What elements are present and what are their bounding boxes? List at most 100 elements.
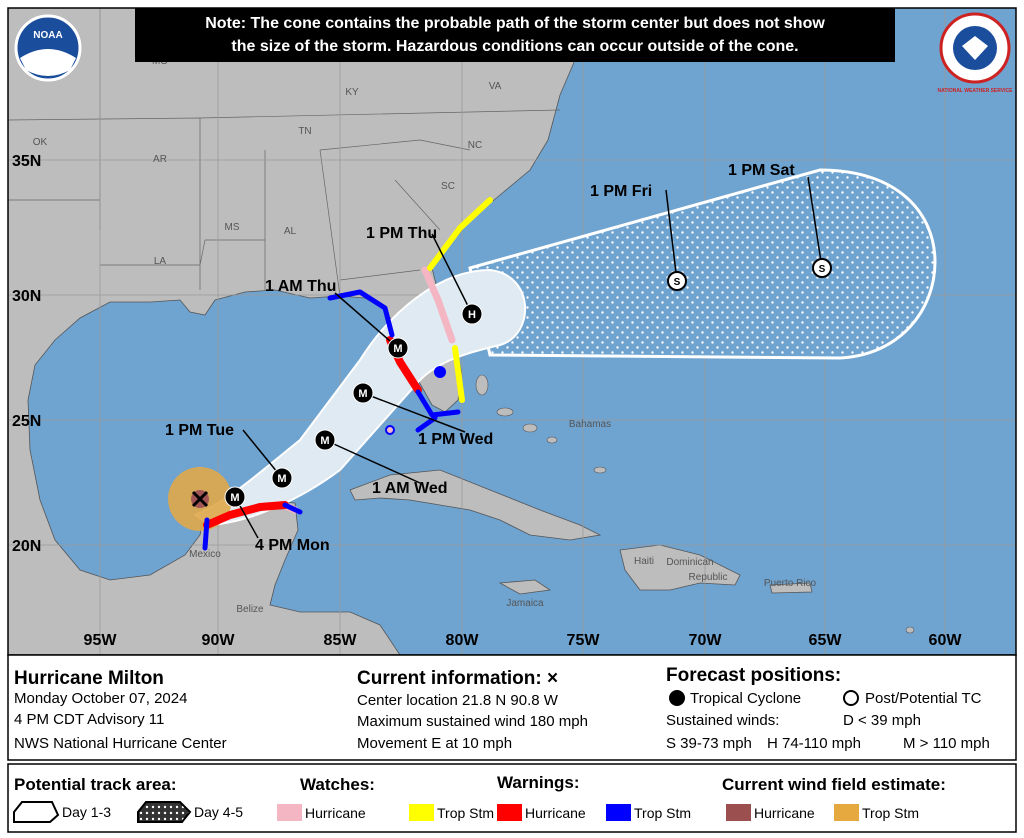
lake-okeechobee-warning xyxy=(434,366,446,378)
track-time: 1 PM Wed xyxy=(418,431,493,448)
legend-item: Trop Stm xyxy=(437,805,494,821)
note-line: the size of the storm. Hazardous conditi… xyxy=(231,38,798,55)
island xyxy=(546,436,558,444)
leader-line xyxy=(665,189,678,282)
region-label: SC xyxy=(441,181,455,192)
bahamas xyxy=(475,374,915,634)
legend-item: Hurricane xyxy=(305,805,366,821)
storm-source: NWS National Hurricane Center xyxy=(14,735,227,752)
mainland xyxy=(8,8,576,655)
jamaica xyxy=(498,579,552,595)
region-label: LA xyxy=(154,256,167,267)
track-marker: S xyxy=(819,264,826,275)
island xyxy=(905,626,915,634)
hispaniola xyxy=(619,544,741,591)
track-point xyxy=(352,382,374,404)
note-line: Note: The cone contains the probable pat… xyxy=(205,15,825,32)
track-time: 1 PM Fri xyxy=(590,183,652,200)
forecast-s: S 39-73 mph xyxy=(666,735,752,752)
current-title: Current information: × xyxy=(357,668,558,689)
region-label: TN xyxy=(298,126,311,137)
track-point xyxy=(667,271,687,291)
storm-date: Monday October 07, 2024 xyxy=(14,690,187,707)
legend-heading: Current wind field estimate: xyxy=(722,775,946,794)
region-label: Belize xyxy=(236,604,264,615)
lon-label: 70W xyxy=(689,632,723,649)
lon-label: 90W xyxy=(202,632,236,649)
region-label: AL xyxy=(284,226,297,237)
cuba xyxy=(349,469,602,541)
trop-stm-warning xyxy=(202,502,303,551)
swatch xyxy=(834,804,859,821)
track-time: 1 PM Thu xyxy=(366,225,437,242)
region-label: MS xyxy=(225,222,240,233)
lat-label: 25N xyxy=(12,413,41,430)
island xyxy=(475,374,489,396)
storm-title: Hurricane Milton xyxy=(14,668,164,689)
legend-item: Day 1-3 xyxy=(62,804,111,820)
track-marker: M xyxy=(277,473,286,485)
region-label: Puerto Rico xyxy=(764,578,817,589)
island xyxy=(522,423,538,433)
forecast-post: Post/Potential TC xyxy=(865,690,982,707)
swatch xyxy=(277,804,302,821)
storm-advisory: 4 PM CDT Advisory 11 xyxy=(14,711,164,728)
post-icon xyxy=(843,690,859,706)
logo-text: NATIONAL WEATHER SERVICE xyxy=(938,88,1014,94)
swatch xyxy=(409,804,434,821)
forecast-track: M 4 PM Mon M 1 PM Tue M 1 AM Wed M 1 PM Wed M 1 A… xyxy=(165,162,832,554)
region-label: OK xyxy=(33,137,48,148)
map: 35N 30N 25N 20N 95W 90W 85W 80W 75W 70W 65W 60W M OK… xyxy=(8,8,1016,655)
track-time: 1 AM Wed xyxy=(372,480,448,497)
legend-item: Hurricane xyxy=(754,805,815,821)
track-time: 1 PM Sat xyxy=(728,162,795,179)
track-time: 1 AM Thu xyxy=(265,278,336,295)
leader-line xyxy=(807,176,823,269)
trop-stm-watch xyxy=(452,345,465,403)
logo-wave xyxy=(20,49,76,76)
lon-label: 80W xyxy=(446,632,480,649)
track-point xyxy=(224,486,246,508)
current-line: Center location 21.8 N 90.8 W xyxy=(357,692,559,709)
region-label: Mexico xyxy=(189,549,221,560)
lat-label: 35N xyxy=(12,153,41,170)
swatch xyxy=(606,804,631,821)
forecast-winds: Sustained winds: xyxy=(666,712,779,729)
region-label: Bahamas xyxy=(569,419,611,430)
leader-line xyxy=(334,292,399,349)
tropical-icon xyxy=(669,690,685,706)
forecast-h: H 74-110 mph xyxy=(767,735,861,752)
watch-dot xyxy=(385,425,395,435)
track-point xyxy=(271,467,293,489)
legend-item: Trop Stm xyxy=(862,805,919,821)
forecast-d: D < 39 mph xyxy=(843,712,921,729)
track-point xyxy=(314,429,336,451)
legend-item: Trop Stm xyxy=(634,805,691,821)
region-label: Republic xyxy=(689,572,728,583)
legend-heading: Warnings: xyxy=(497,773,579,792)
leader-line xyxy=(324,439,421,484)
track-marker: M xyxy=(230,492,239,504)
swatch xyxy=(726,804,751,821)
region-label: NC xyxy=(468,140,482,151)
hurricane-watch xyxy=(421,266,456,344)
region-label: KY xyxy=(345,87,359,98)
track-marker: S xyxy=(674,277,681,288)
track-marker: M xyxy=(320,435,329,447)
lat-label: 20N xyxy=(12,538,41,555)
track-point xyxy=(387,337,409,359)
legend-heading: Potential track area: xyxy=(14,775,177,794)
region-label: Jamaica xyxy=(506,598,544,609)
track-time: 4 PM Mon xyxy=(255,537,330,554)
hurricane-warning xyxy=(203,501,289,529)
info-panel xyxy=(7,654,1017,761)
track-point xyxy=(812,258,832,278)
lon-label: 85W xyxy=(324,632,358,649)
trop-stm-watch xyxy=(427,197,493,271)
lon-label: 65W xyxy=(809,632,843,649)
cone-day-4-5 xyxy=(468,168,937,360)
region-label: AR xyxy=(153,154,167,165)
track-time: 1 PM Tue xyxy=(165,422,234,439)
